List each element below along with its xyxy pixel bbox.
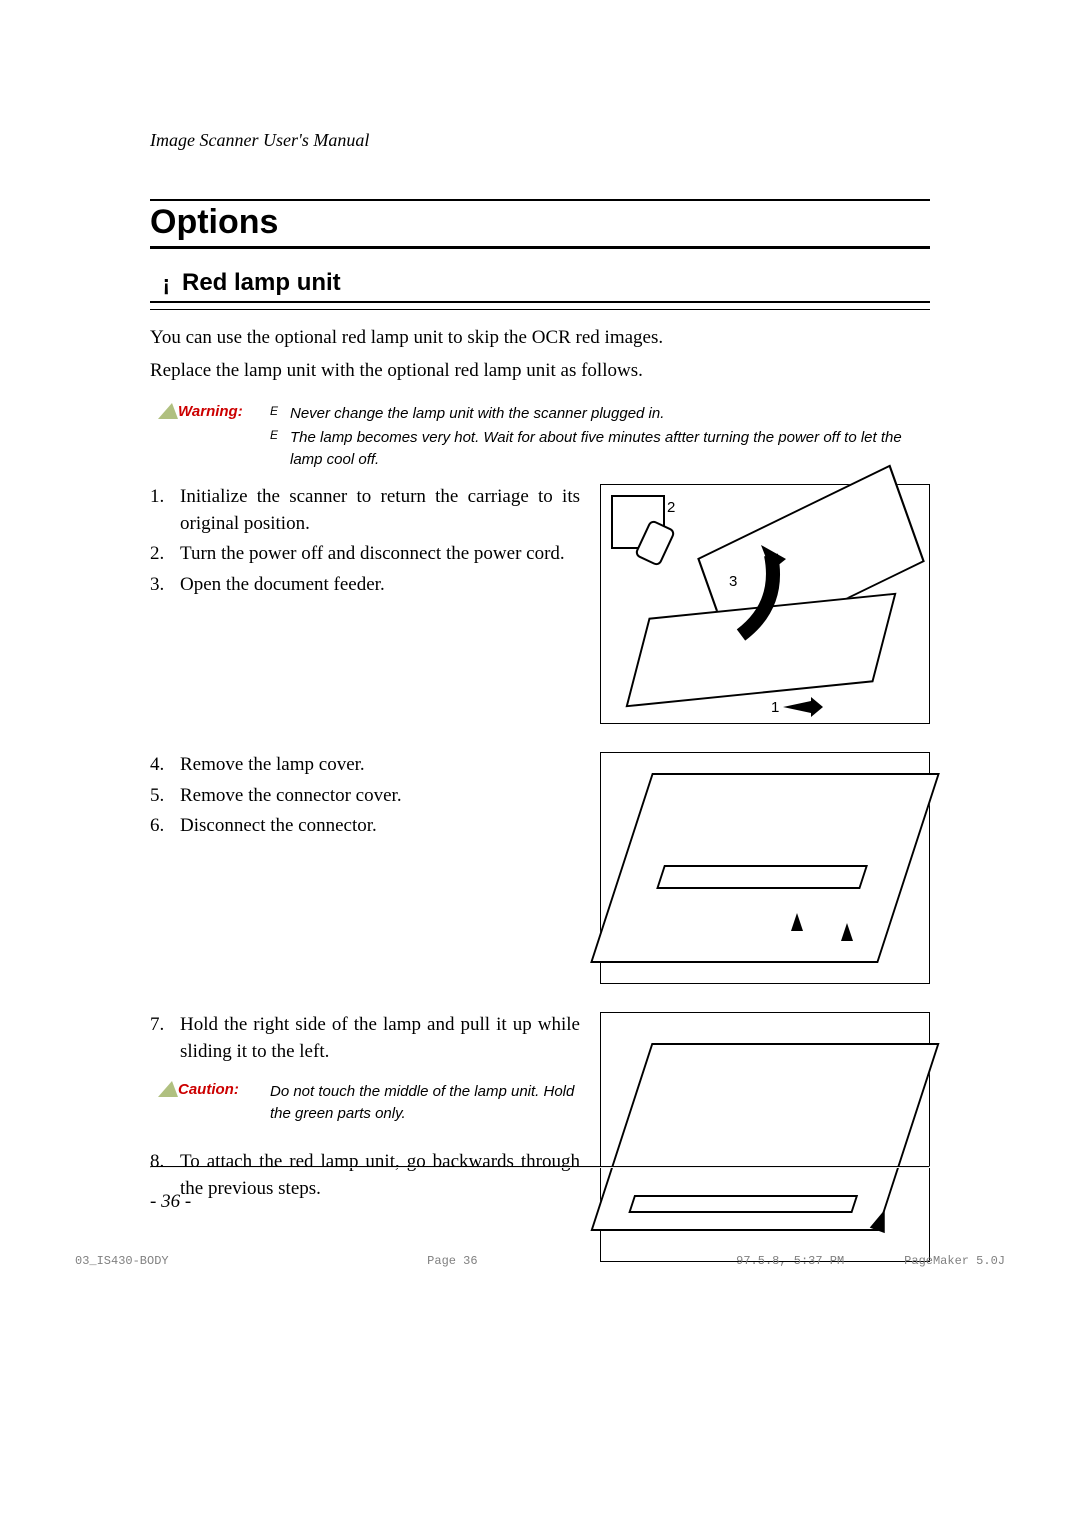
subsection-title-row: ¡ Red lamp unit <box>150 269 930 303</box>
section-title: Options <box>150 199 930 249</box>
print-footer: 03_IS430-BODY Page 36 97.5.8, 5:37 PM Pa… <box>75 1254 1005 1268</box>
figure-col: 2 3 1 <box>600 484 930 724</box>
figure-label: 3 <box>729 573 737 590</box>
footer-mid: Page 36 <box>169 1254 737 1268</box>
caution-items: Do not touch the middle of the lamp unit… <box>270 1081 580 1127</box>
lid-arrow-icon <box>731 545 791 645</box>
step-text: Turn the power off and disconnect the po… <box>180 541 580 568</box>
steps-list-1: Initialize the scanner to return the car… <box>150 484 580 598</box>
warning-label: Warning: <box>178 403 270 472</box>
steps-group-2: Remove the lamp cover. Remove the connec… <box>150 752 930 984</box>
step-text: Initialize the scanner to return the car… <box>180 484 580 537</box>
steps-col: Hold the right side of the lamp and pull… <box>150 1012 580 1262</box>
figure-2 <box>600 752 930 984</box>
warning-bullet: E <box>270 427 282 471</box>
manual-page: Image Scanner User's Manual Options ¡ Re… <box>0 0 1080 1528</box>
step-text: Hold the right side of the lamp and pull… <box>180 1012 580 1065</box>
step-text: Remove the lamp cover. <box>180 752 580 779</box>
running-head: Image Scanner User's Manual <box>150 130 930 151</box>
steps-list-2: Remove the lamp cover. Remove the connec… <box>150 752 580 840</box>
note-marker-icon <box>158 1081 178 1097</box>
step-item: Hold the right side of the lamp and pull… <box>150 1012 580 1065</box>
warning-bullet: E <box>270 403 282 425</box>
figure-label: 2 <box>667 499 675 516</box>
footer-app: PageMaker 5.0J <box>904 1254 1005 1268</box>
subsection-title: Red lamp unit <box>182 269 341 297</box>
warning-text-1: Never change the lamp unit with the scan… <box>290 403 664 425</box>
step-text: Disconnect the connector. <box>180 813 580 840</box>
subsection-rule <box>150 309 930 310</box>
steps-group-3: Hold the right side of the lamp and pull… <box>150 1012 930 1262</box>
caution-marker <box>150 1081 178 1127</box>
figure-label: 1 <box>771 699 779 716</box>
steps-list-3b: To attach the red lamp unit, go backward… <box>150 1149 580 1202</box>
warning-items: E Never change the lamp unit with the sc… <box>270 403 930 472</box>
steps-col: Initialize the scanner to return the car… <box>150 484 580 724</box>
figure-1: 2 3 1 <box>600 484 930 724</box>
subsection-marker: ¡ <box>150 271 170 297</box>
step-item: Remove the connector cover. <box>150 783 580 810</box>
warning-text-2: The lamp becomes very hot. Wait for abou… <box>290 427 930 471</box>
caution-block: Caution: Do not touch the middle of the … <box>150 1081 580 1127</box>
step-item: Disconnect the connector. <box>150 813 580 840</box>
figure-col <box>600 752 930 984</box>
caution-text: Do not touch the middle of the lamp unit… <box>270 1081 580 1125</box>
figure-3 <box>600 1012 930 1262</box>
step-item: To attach the red lamp unit, go backward… <box>150 1149 580 1202</box>
step-text: Remove the connector cover. <box>180 783 580 810</box>
intro-block: You can use the optional red lamp unit t… <box>150 324 930 385</box>
intro-line-1: You can use the optional red lamp unit t… <box>150 324 930 353</box>
step-text: To attach the red lamp unit, go backward… <box>180 1149 580 1202</box>
step-text: Open the document feeder. <box>180 572 580 599</box>
intro-line-2: Replace the lamp unit with the optional … <box>150 357 930 386</box>
lamp-bar-shape <box>628 1195 858 1213</box>
steps-list-3a: Hold the right side of the lamp and pull… <box>150 1012 580 1065</box>
footer-date: 97.5.8, 5:37 PM <box>736 1254 844 1268</box>
steps-group-1: Initialize the scanner to return the car… <box>150 484 930 724</box>
step-item: Initialize the scanner to return the car… <box>150 484 580 537</box>
lamp-slot-shape <box>656 865 868 889</box>
lamp-assembly-shape <box>590 773 940 963</box>
caution-label: Caution: <box>178 1081 270 1127</box>
warning-item: E The lamp becomes very hot. Wait for ab… <box>270 427 930 471</box>
warning-marker <box>150 403 178 472</box>
figure-col <box>600 1012 930 1262</box>
up-arrow-icon <box>791 913 803 931</box>
note-marker-icon <box>158 403 178 419</box>
bottom-rule <box>150 1166 930 1168</box>
step-item: Turn the power off and disconnect the po… <box>150 541 580 568</box>
page-number: - 36 - <box>150 1191 191 1213</box>
lamp-pull-shape <box>590 1043 939 1231</box>
step-item: Open the document feeder. <box>150 572 580 599</box>
caution-item: Do not touch the middle of the lamp unit… <box>270 1081 580 1125</box>
steps-col: Remove the lamp cover. Remove the connec… <box>150 752 580 984</box>
callout-arrow-icon <box>783 697 823 717</box>
warning-block: Warning: E Never change the lamp unit wi… <box>150 403 930 472</box>
warning-item: E Never change the lamp unit with the sc… <box>270 403 930 425</box>
up-arrow-icon <box>841 923 853 941</box>
step-item: Remove the lamp cover. <box>150 752 580 779</box>
footer-left: 03_IS430-BODY <box>75 1254 169 1268</box>
